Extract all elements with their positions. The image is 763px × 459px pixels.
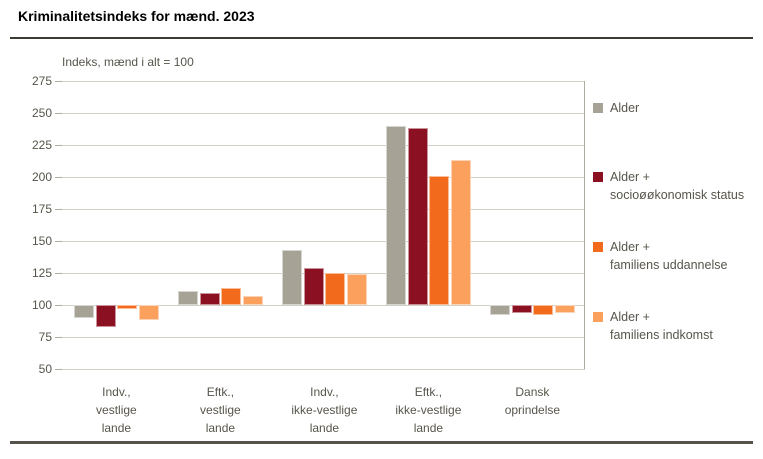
gridline-250 [62,113,585,114]
bar-series1-group2 [303,267,324,305]
y-axis-label: 75 [38,330,52,344]
legend-label: Alder + socioøøkonomisk status [610,170,745,202]
legend-swatch-icon [593,172,603,182]
page-bottom-divider [10,441,753,444]
bar-series3-group2 [346,274,367,305]
y-axis-label: 175 [31,202,52,216]
y-axis-label: 200 [31,170,52,184]
axis-units-label: Indeks, mænd i alt = 100 [62,55,194,69]
legend-item-3: Alder + familiens indkomst [593,308,713,344]
x-axis-category-label: Indv., ikke-vestlige lande [291,385,358,435]
y-axis-tick [55,177,62,178]
legend-item-1: Alder + socioøøkonomisk status [593,168,744,204]
y-axis-label: 100 [31,298,52,312]
y-axis-tick [55,369,62,370]
bar-series3-group1 [242,296,263,305]
bar-series3-group3 [450,160,471,305]
bar-series0-group2 [282,249,302,305]
chart-title: Kriminalitetsindeks for mænd. 2023 [18,8,255,24]
bar-series1-group3 [407,128,428,305]
gridline-100 [62,305,585,306]
y-axis-label: 125 [31,266,52,280]
x-axis-category-label: Indv., vestlige lande [96,385,137,435]
y-axis-tick [55,81,62,82]
legend-item-0: Alder [593,99,639,117]
bar-series3-group0 [138,305,159,321]
y-axis-tick [55,113,62,114]
legend-label: Alder + familiens indkomst [610,310,713,342]
y-axis-label: 225 [31,138,52,152]
bar-series2-group1 [221,288,242,305]
bar-series0-group4 [490,305,510,316]
y-axis-tick [55,273,62,274]
plot-right-border [584,81,585,369]
plot-area [62,81,585,370]
y-axis-label: 275 [31,74,52,88]
title-divider [10,37,753,39]
y-axis-tick [55,337,62,338]
legend-swatch-icon [593,312,603,322]
legend-swatch-icon [593,103,603,113]
gridline-150 [62,241,585,242]
y-axis-label: 150 [31,234,52,248]
bar-series2-group2 [325,273,346,305]
x-axis-category-label: Eftk., vestlige lande [200,385,241,435]
x-axis-category-label: Eftk., ikke-vestlige lande [395,385,462,435]
bar-series1-group1 [199,293,220,305]
x-axis-category-label: Dansk oprindelse [504,385,561,417]
y-axis-tick [55,305,62,306]
bar-series3-group4 [554,305,575,313]
y-axis-tick [55,209,62,210]
legend-item-2: Alder + familiens uddannelse [593,238,727,274]
y-axis-tick [55,145,62,146]
gridline-75 [62,337,585,338]
gridline-200 [62,177,585,178]
gridline-225 [62,145,585,146]
bar-series1-group4 [511,305,532,313]
bar-series2-group4 [533,305,554,316]
legend-swatch-icon [593,242,603,252]
bar-series1-group0 [95,305,116,327]
gridline-50 [62,369,585,370]
y-axis-label: 250 [31,106,52,120]
y-axis-label: 50 [38,362,52,376]
bar-series0-group0 [74,305,94,318]
gridline-275 [62,81,585,82]
legend-label: Alder + familiens uddannelse [610,240,728,272]
y-axis-tick [55,241,62,242]
bar-series0-group1 [178,290,198,305]
legend-label: Alder [610,101,640,115]
gridline-175 [62,209,585,210]
bar-series2-group0 [117,305,138,309]
bar-series2-group3 [429,175,450,305]
bar-series0-group3 [386,125,406,305]
